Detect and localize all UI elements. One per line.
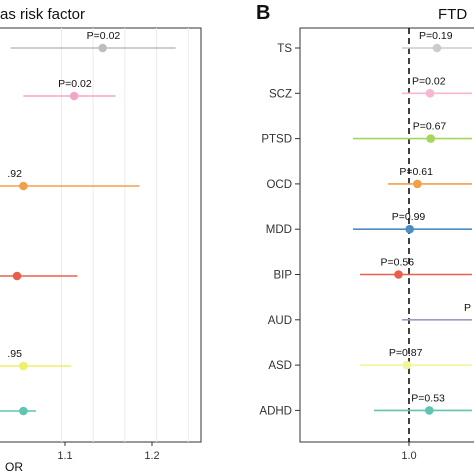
p-value-label: P=0.67 [413, 121, 447, 133]
p-value-label: .95 [7, 348, 22, 360]
or-point [19, 361, 28, 371]
panel-left: as risk factor P=0.02 P=0.02 .92 .95 1.1 1.… [0, 6, 202, 474]
panel-right-plot-area [299, 27, 474, 443]
p-value-label: .92 [7, 168, 22, 180]
or-point [405, 224, 415, 234]
panel-right-marks: TS P=0.19 SCZ P=0.02 PTSD P=0.67 OCD P=0.61 MDD P… [259, 30, 472, 417]
or-point [432, 43, 442, 53]
x-tick-label: 1.2 [144, 450, 159, 462]
p-value-label: P [464, 302, 471, 314]
or-point [98, 43, 107, 53]
or-point [425, 406, 434, 415]
x-tick-label: 1.1 [57, 450, 72, 462]
panel-left-plot-area [0, 27, 202, 443]
panel-left-x-ticks: 1.1 1.2 [57, 442, 160, 462]
x-tick-label: 1.0 [401, 450, 416, 462]
p-value-label: P=0.87 [389, 347, 423, 359]
panel-letter-b: B [256, 2, 270, 24]
category-label: PTSD [261, 134, 292, 146]
panel-left-x-axis-title: OR [5, 460, 23, 474]
or-point [394, 270, 403, 279]
or-point [69, 91, 79, 101]
category-label: BIP [273, 270, 292, 282]
category-label: TS [277, 43, 292, 55]
category-label: OCD [266, 179, 292, 191]
p-value-label: P=0.02 [412, 75, 446, 87]
or-point [426, 134, 436, 143]
category-label: ASD [268, 360, 292, 372]
p-value-label: P=0.02 [87, 30, 121, 42]
or-point [425, 89, 435, 98]
p-value-label: P=0.61 [399, 166, 433, 178]
panel-right: B FTD TS P=0.19 SCZ P=0.02 PTSD P=0.67 OCD P=0.… [256, 2, 474, 462]
or-point [19, 181, 28, 191]
p-value-label: P=0.02 [58, 78, 92, 90]
category-label: ADHD [259, 405, 292, 417]
panel-left-gridlines [60, 28, 189, 442]
p-value-label: P=0.19 [419, 30, 453, 42]
p-value-label: P=0.53 [411, 392, 445, 404]
p-value-label: P=0.56 [381, 257, 415, 269]
or-point [12, 271, 22, 281]
panel-right-x-ticks: 1.0 [401, 442, 417, 462]
category-label: AUD [268, 315, 292, 327]
or-point [19, 406, 28, 416]
or-point [402, 360, 412, 370]
panel-left-title: as risk factor [0, 6, 85, 23]
panel-right-title: FTD [438, 6, 467, 23]
panel-left-marks: P=0.02 P=0.02 .92 .95 [0, 30, 176, 416]
or-point [413, 179, 422, 189]
category-label: MDD [266, 224, 292, 236]
p-value-label: P=0.99 [392, 211, 426, 223]
category-label: SCZ [269, 88, 292, 100]
